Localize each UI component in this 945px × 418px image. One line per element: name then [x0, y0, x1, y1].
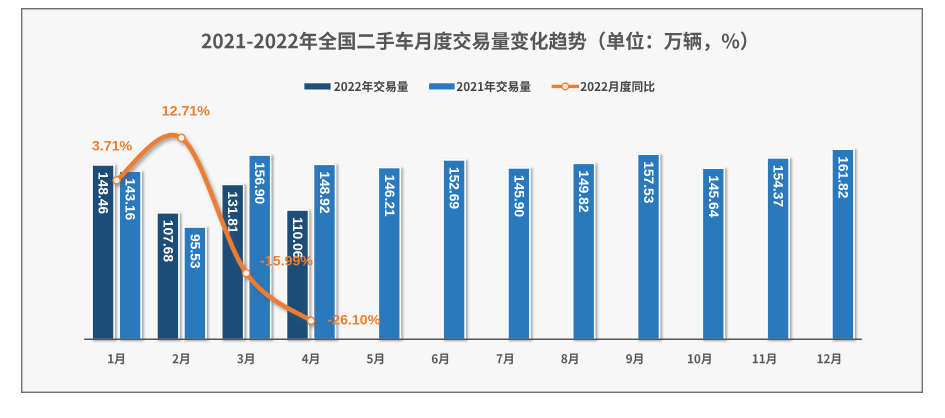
svg-text:145.90: 145.90 — [511, 175, 526, 218]
svg-text:146.21: 146.21 — [382, 175, 397, 218]
svg-text:148.92: 148.92 — [317, 171, 332, 214]
svg-text:145.64: 145.64 — [706, 175, 721, 218]
svg-text:154.37: 154.37 — [771, 165, 786, 208]
svg-text:157.53: 157.53 — [641, 161, 656, 204]
svg-text:-15.99%: -15.99% — [260, 254, 313, 270]
svg-text:149.82: 149.82 — [576, 170, 591, 213]
svg-text:161.82: 161.82 — [835, 156, 850, 199]
svg-text:-26.10%: -26.10% — [327, 312, 380, 328]
svg-text:3.71%: 3.71% — [92, 139, 133, 155]
svg-text:95.53: 95.53 — [187, 234, 202, 269]
svg-text:12.71%: 12.71% — [162, 104, 211, 120]
svg-text:148.46: 148.46 — [96, 172, 111, 215]
svg-text:156.90: 156.90 — [252, 162, 267, 205]
svg-text:110.06: 110.06 — [290, 217, 305, 259]
svg-text:107.68: 107.68 — [160, 220, 175, 263]
svg-text:143.16: 143.16 — [123, 178, 138, 221]
svg-text:152.69: 152.69 — [447, 167, 462, 210]
svg-text:131.81: 131.81 — [225, 191, 240, 234]
